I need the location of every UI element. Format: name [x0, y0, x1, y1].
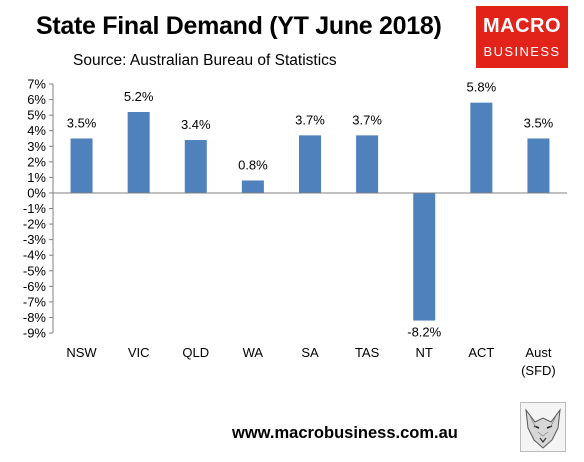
- x-tick-label: WA: [243, 345, 264, 360]
- data-label: 3.5%: [67, 115, 97, 130]
- y-tick-label: 0%: [27, 185, 46, 200]
- macrobusiness-logo: MACRO BUSINESS: [476, 6, 568, 68]
- bar: [470, 102, 493, 193]
- y-tick-label: -3%: [23, 232, 47, 247]
- data-label: 3.4%: [181, 117, 211, 132]
- x-tick-label: VIC: [128, 345, 150, 360]
- x-tick-label: NSW: [66, 345, 97, 360]
- y-tick-label: -2%: [23, 217, 47, 232]
- y-tick-label: -7%: [23, 294, 47, 309]
- bar: [184, 140, 207, 193]
- bar: [241, 180, 264, 193]
- x-tick-label: SA: [301, 345, 319, 360]
- bar: [299, 135, 321, 193]
- y-tick-label: 2%: [27, 154, 46, 169]
- y-tick-label: 6%: [27, 92, 46, 107]
- bar: [127, 112, 150, 193]
- bar: [356, 135, 379, 193]
- x-tick-label: QLD: [182, 345, 209, 360]
- y-tick-label: -9%: [23, 326, 47, 341]
- x-tick-label: ACT: [468, 345, 494, 360]
- data-label: 5.2%: [124, 89, 154, 104]
- y-tick-label: 4%: [27, 123, 46, 138]
- data-label: 5.8%: [467, 80, 497, 95]
- chart-subtitle: Source: Australian Bureau of Statistics: [73, 52, 337, 69]
- y-tick-label: -4%: [23, 248, 47, 263]
- data-label: -8.2%: [407, 325, 441, 340]
- bar: [527, 138, 550, 193]
- y-tick-label: 1%: [27, 170, 46, 185]
- x-tick-label: TAS: [355, 345, 380, 360]
- logo-line-1: MACRO: [482, 15, 562, 37]
- bar: [413, 192, 436, 321]
- chart-title: State Final Demand (YT June 2018): [36, 12, 442, 40]
- footer-url: www.macrobusiness.com.au: [232, 424, 458, 442]
- y-tick-label: 5%: [27, 108, 46, 123]
- y-tick-label: -5%: [23, 263, 47, 278]
- x-tick-label: Aust: [525, 345, 551, 360]
- y-tick-label: 7%: [27, 77, 46, 92]
- data-label: 0.8%: [238, 157, 268, 172]
- bar: [70, 138, 93, 193]
- x-tick-label: NT: [416, 345, 433, 360]
- data-label: 3.5%: [524, 115, 554, 130]
- y-tick-label: -1%: [23, 201, 47, 216]
- x-tick-label: (SFD): [521, 363, 556, 378]
- data-label: 3.7%: [352, 112, 382, 127]
- y-tick-label: -6%: [23, 279, 47, 294]
- logo-line-2: BUSINESS: [483, 44, 561, 59]
- data-label: 3.7%: [295, 112, 325, 127]
- wolf-logo-icon: [520, 402, 566, 452]
- y-tick-label: -8%: [23, 310, 47, 325]
- y-tick-label: 3%: [27, 139, 46, 154]
